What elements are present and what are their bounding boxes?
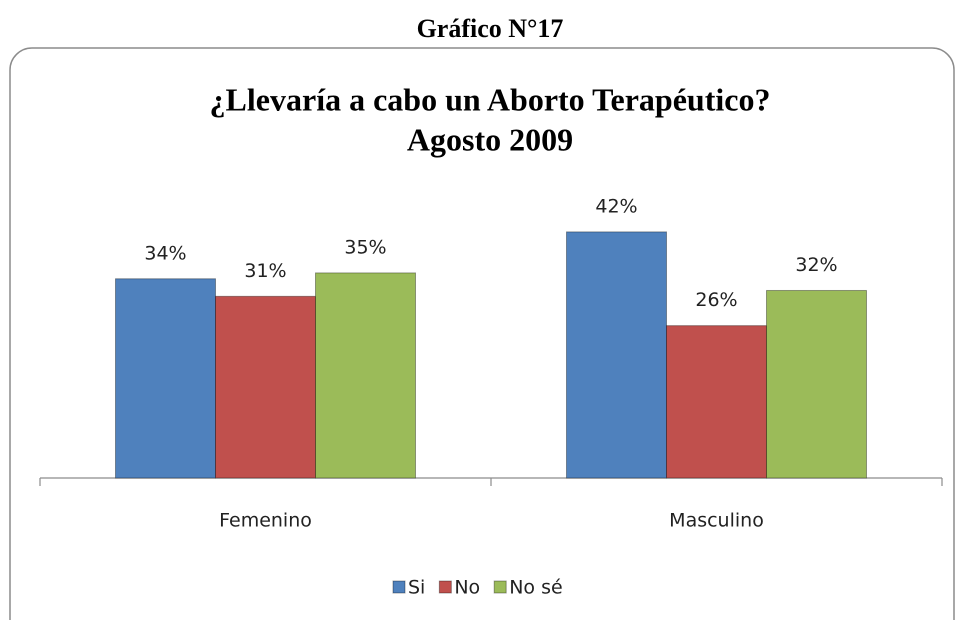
- legend-swatch: [392, 580, 406, 594]
- data-label: 32%: [795, 254, 837, 276]
- legend-swatch: [493, 580, 507, 594]
- bar: [115, 278, 216, 479]
- data-label: 42%: [595, 195, 637, 217]
- page-title: Gráfico N°17: [417, 14, 564, 43]
- legend-label: No: [454, 577, 480, 599]
- bar: [566, 231, 667, 479]
- data-label: 26%: [695, 289, 737, 311]
- bar: [666, 325, 767, 479]
- legend-label: Si: [408, 577, 425, 599]
- bar: [315, 272, 416, 479]
- data-label: 31%: [244, 260, 286, 282]
- legend-swatch: [438, 580, 452, 594]
- data-label: 34%: [144, 242, 186, 264]
- bar: [215, 295, 316, 479]
- data-label: 35%: [344, 236, 386, 258]
- chart-subtitle: Agosto 2009: [407, 121, 573, 157]
- chart-title: ¿Llevaría a cabo un Aborto Terapéutico?: [210, 81, 771, 117]
- x-tick-label: Masculino: [669, 510, 764, 532]
- legend-label: No sé: [509, 577, 562, 599]
- bar: [766, 289, 867, 479]
- x-tick-label: Femenino: [219, 510, 312, 532]
